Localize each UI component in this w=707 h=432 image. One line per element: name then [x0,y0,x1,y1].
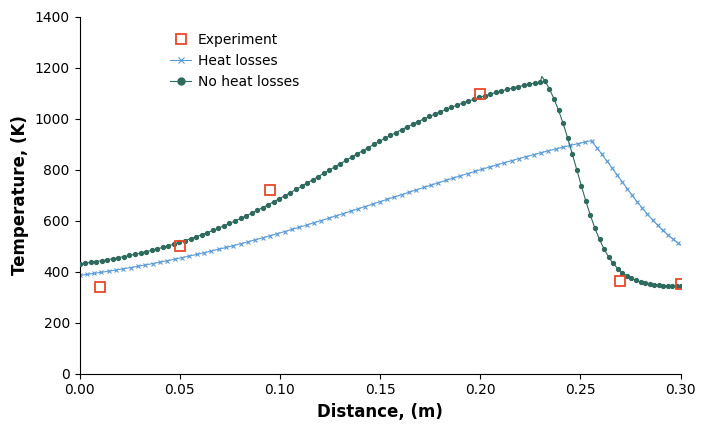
Legend: Experiment, Heat losses, No heat losses: Experiment, Heat losses, No heat losses [165,27,305,94]
X-axis label: Distance, (m): Distance, (m) [317,403,443,421]
Y-axis label: Temperature, (K): Temperature, (K) [11,115,29,275]
